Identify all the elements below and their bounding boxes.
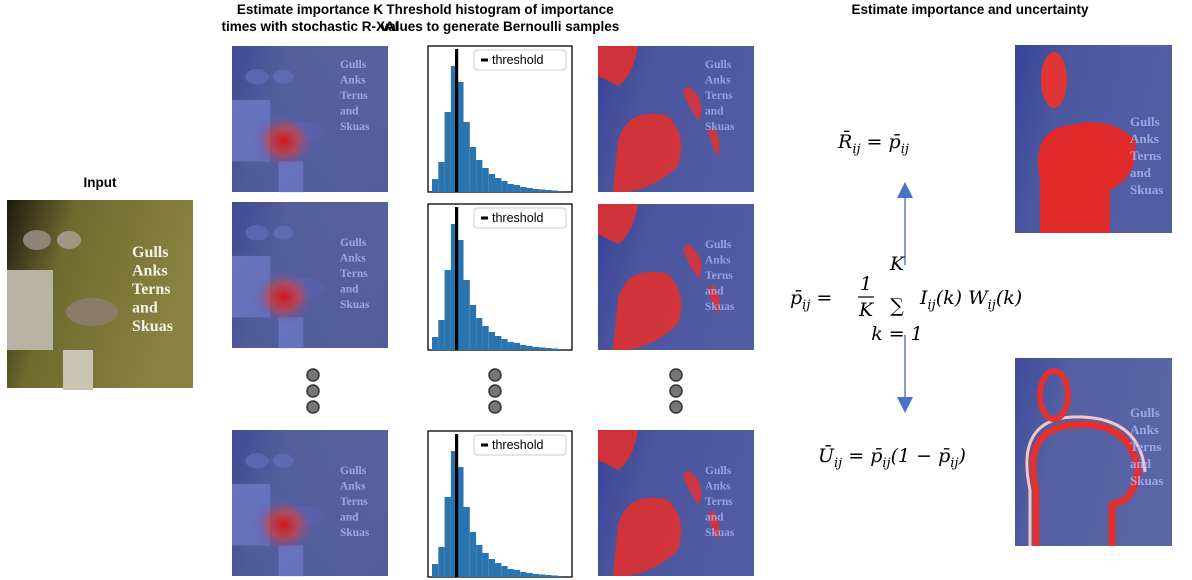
image-text: and bbox=[340, 106, 359, 118]
image-text: Anks bbox=[132, 263, 168, 280]
image-text: Gulls bbox=[340, 237, 367, 249]
image-text: and bbox=[705, 512, 724, 524]
uncertainty-map bbox=[1015, 358, 1172, 546]
formula: p̄ij = bbox=[790, 287, 832, 313]
image-text: Skuas bbox=[705, 527, 735, 539]
image-text: Skuas bbox=[132, 318, 173, 335]
fraction-numerator: 1 bbox=[860, 273, 872, 295]
formula-part: = bbox=[810, 287, 832, 309]
formula-subscript: ij bbox=[852, 142, 860, 157]
legend-label: threshold bbox=[492, 438, 543, 452]
image-text: and bbox=[340, 512, 359, 524]
formula-subscript: ij bbox=[882, 456, 890, 471]
image-text: Anks bbox=[340, 75, 366, 87]
column-title: Estimate importance and uncertainty bbox=[851, 2, 1089, 17]
ellipsis-dots bbox=[306, 368, 683, 414]
image-text: Skuas bbox=[1130, 473, 1163, 488]
image-text: Anks bbox=[340, 253, 366, 265]
image-text: Terns bbox=[340, 90, 368, 102]
image-text: Gulls bbox=[705, 465, 732, 477]
formula-part: (k) bbox=[996, 287, 1022, 309]
image-text: and bbox=[705, 286, 724, 298]
image-text: Gulls bbox=[705, 239, 732, 251]
formula-part: = p̄ bbox=[861, 131, 901, 153]
image-text: Gulls bbox=[340, 59, 367, 71]
image-text: Skuas bbox=[340, 299, 370, 311]
formula: R̄ij = p̄ij bbox=[837, 130, 909, 157]
image-text: Skuas bbox=[340, 527, 370, 539]
formula-subscript: ij bbox=[950, 456, 958, 471]
formula-subscript: ij bbox=[901, 142, 909, 157]
input-image bbox=[7, 200, 193, 390]
histograms bbox=[427, 45, 573, 578]
image-text: Gulls bbox=[1130, 405, 1160, 420]
image-text: Terns bbox=[705, 90, 733, 102]
image-text: Gulls bbox=[705, 59, 732, 71]
formula-part: (1 − p̄ bbox=[891, 445, 951, 467]
formula-subscript: ij bbox=[928, 298, 936, 313]
arrows bbox=[897, 182, 913, 413]
formula-subscript: ij bbox=[988, 298, 996, 313]
column-title: values to generate Bernoulli samples bbox=[381, 19, 620, 34]
image-text: Gulls bbox=[1130, 114, 1160, 129]
image-text: Anks bbox=[705, 75, 731, 87]
image-text: and bbox=[1130, 456, 1152, 471]
formula-part: = p̄ bbox=[842, 445, 882, 467]
image-text: Skuas bbox=[340, 121, 370, 133]
legend-label: threshold bbox=[492, 211, 543, 225]
image-text: Terns bbox=[340, 496, 368, 508]
formula-part: I bbox=[919, 287, 928, 309]
image-text: Terns bbox=[1130, 148, 1161, 163]
formula-subscript: ij bbox=[802, 298, 810, 313]
column-title: Threshold histogram of importance bbox=[386, 2, 614, 17]
column-title: Estimate importance K bbox=[237, 2, 384, 17]
image-text: Terns bbox=[705, 270, 733, 282]
image-text: Anks bbox=[340, 481, 366, 493]
formula-subscript: ij bbox=[834, 456, 842, 471]
image-text: and bbox=[705, 106, 724, 118]
sum-symbol: ∑ bbox=[890, 295, 904, 317]
image-text: and bbox=[340, 284, 359, 296]
legend-label: threshold bbox=[492, 53, 543, 67]
image-text: Skuas bbox=[1130, 182, 1163, 197]
image-text: Terns bbox=[1130, 439, 1161, 454]
input-title: Input bbox=[84, 175, 117, 190]
image-text: Anks bbox=[705, 255, 731, 267]
image-text: Skuas bbox=[705, 121, 735, 133]
formula-part: R̄ bbox=[837, 130, 852, 153]
image-text: Skuas bbox=[705, 301, 735, 313]
importance-map bbox=[1015, 45, 1172, 233]
image-text: Terns bbox=[705, 496, 733, 508]
image-text: and bbox=[132, 300, 158, 317]
formula-part: (k) W bbox=[936, 287, 989, 309]
fraction-denominator: K bbox=[858, 299, 875, 321]
formula-part: ) bbox=[957, 445, 965, 467]
formula-part: p̄ bbox=[790, 287, 802, 309]
image-text: and bbox=[1130, 165, 1152, 180]
image-text: Terns bbox=[132, 281, 171, 298]
image-text: Anks bbox=[1130, 422, 1159, 437]
image-text: Anks bbox=[1130, 131, 1159, 146]
formula-part: Ū bbox=[818, 444, 835, 467]
image-text: Gulls bbox=[340, 465, 367, 477]
image-text: Gulls bbox=[132, 244, 168, 261]
formula: Iij(k) Wij(k) bbox=[919, 287, 1022, 313]
image-text: Terns bbox=[340, 268, 368, 280]
sum-upper: K bbox=[889, 253, 906, 275]
formula: Ūij = p̄ij(1 − p̄ij) bbox=[818, 444, 966, 471]
column-title: times with stochastic R-XAI bbox=[221, 19, 398, 34]
sum-lower: k = 1 bbox=[871, 323, 923, 345]
image-text: Anks bbox=[705, 481, 731, 493]
